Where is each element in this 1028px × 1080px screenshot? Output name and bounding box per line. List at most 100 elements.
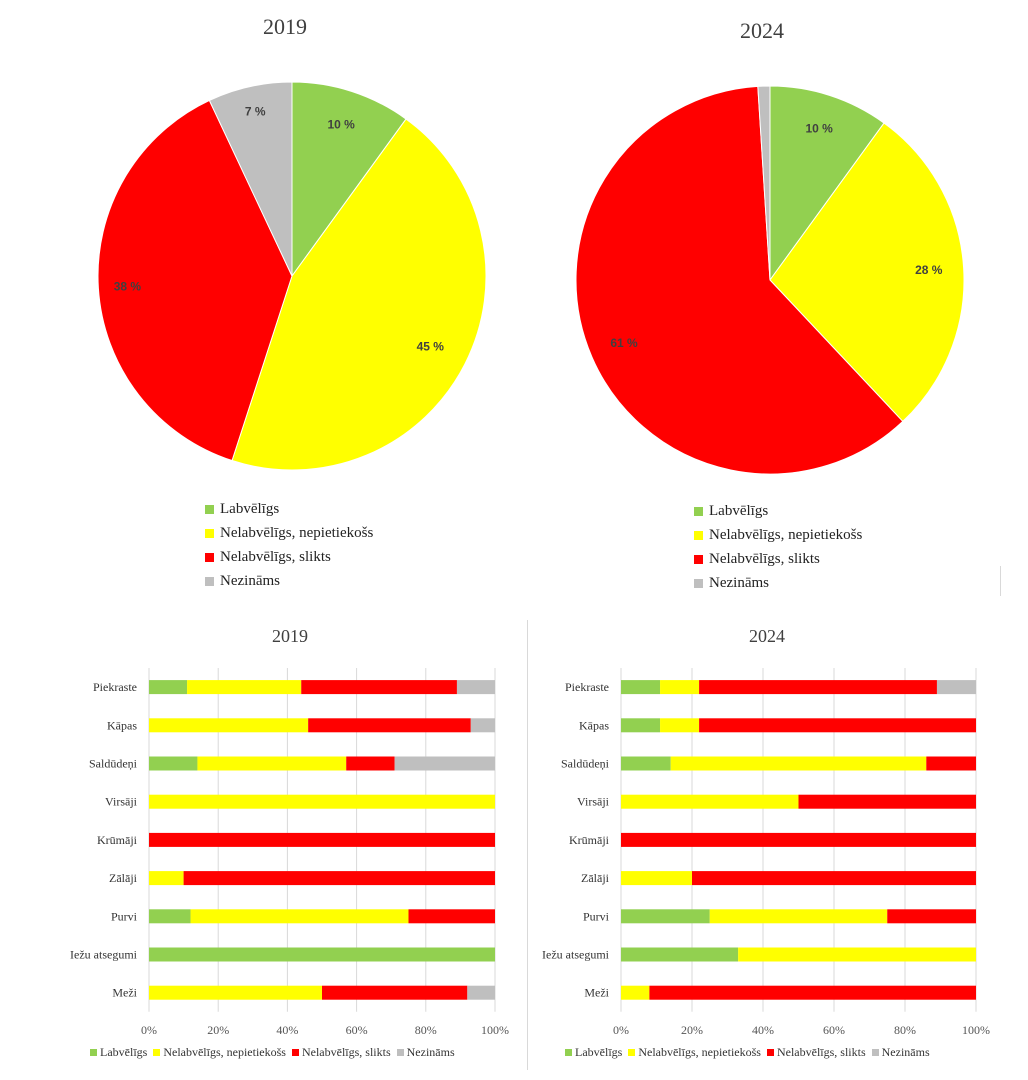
legend-item-nezinams: Nezināms: [205, 569, 373, 593]
pie-data-label-nezinams: 7 %: [245, 104, 266, 118]
legend-label: Nelabvēlīgs, slikts: [301, 1045, 391, 1059]
legend-swatch: [694, 506, 703, 516]
legend-label: Nezināms: [709, 574, 769, 591]
legend-label: Nelabvēlīgs, nepietiekošs: [220, 524, 374, 541]
pie-2024-legend: Labvēlīgs Nelabvēlīgs, nepietiekošs Nelabv…: [694, 499, 862, 595]
category-label-saldudeni: Saldūdeņi: [561, 757, 610, 771]
pie-chart-2024: 10 %28 %61 %1 %: [575, 85, 965, 475]
bar-segment-saldudeni-nelabveligs-slikts: [346, 756, 395, 771]
x-tick-label: 20%: [207, 1023, 229, 1037]
pie-data-label-labveligs: 10 %: [327, 118, 355, 132]
bar-legend-item-nezinams: Nezināms: [396, 1045, 455, 1060]
bar-segment-piekraste-nelabveligs-slikts: [699, 680, 937, 695]
category-label-virsaji: Virsāji: [577, 795, 610, 809]
bar-segment-mezi-nezinams: [467, 985, 495, 1000]
bar-segment-kapas-nezinams: [470, 718, 495, 733]
bar-chart-2024: 0% 20% 40% 60% 80% 100% Piekraste Kāpas Saldūdeņ…: [542, 668, 990, 1037]
bar-segment-zalaji-nelabveligs-nepietiekoss: [149, 871, 184, 886]
legend-swatch: [694, 530, 703, 540]
pie-slice-nezinams: [208, 81, 293, 277]
pie-data-label-nelabveligs-nepietiekoss: 28 %: [915, 263, 943, 277]
x-tick-label: 40%: [276, 1023, 298, 1037]
x-tick-label: 60%: [823, 1023, 845, 1037]
legend-item-nelabveligs-slikts: Nelabvēlīgs, slikts: [205, 545, 373, 569]
bar-segment-mezi-nelabveligs-slikts: [322, 985, 468, 1000]
legend-swatch: [694, 578, 703, 588]
bar-segment-zalaji-nelabveligs-slikts: [692, 871, 976, 886]
legend-label: Nezināms: [220, 572, 280, 589]
bar-segment-saldudeni-nelabveligs-nepietiekoss: [197, 756, 347, 771]
bar-segment-mezi-nelabveligs-slikts: [649, 985, 976, 1000]
legend-label: Nelabvēlīgs, slikts: [776, 1045, 866, 1059]
category-label-krumaji: Krūmāji: [569, 833, 610, 847]
x-tick-label: 20%: [681, 1023, 703, 1037]
bar-segment-kapas-nelabveligs-slikts: [699, 718, 976, 733]
bar-2019-legend: Labvēlīgs Nelabvēlīgs, nepietiekošs Nelabv…: [90, 1045, 461, 1060]
legend-item-labveligs: Labvēlīgs: [205, 497, 373, 521]
bar-segment-iezu-atsegumi-labveligs: [621, 947, 739, 962]
category-label-zalaji: Zālāji: [109, 871, 138, 885]
legend-item-nezinams: Nezināms: [694, 571, 862, 595]
bar-segment-saldudeni-nezinams: [394, 756, 495, 771]
legend-swatch: [153, 1049, 161, 1056]
bar-segment-piekraste-nezinams: [936, 680, 976, 695]
bar-legend-item-nelabveligs-slikts: Nelabvēlīgs, slikts: [766, 1045, 866, 1060]
bar-segment-piekraste-nelabveligs-nepietiekoss: [660, 680, 700, 695]
legend-item-nelabveligs-slikts: Nelabvēlīgs, slikts: [694, 547, 862, 571]
legend-swatch: [565, 1049, 572, 1056]
bar-segment-purvi-nelabveligs-slikts: [408, 909, 495, 924]
bar-segment-mezi-nelabveligs-nepietiekoss: [149, 985, 322, 1000]
legend-label: Labvēlīgs: [220, 500, 280, 517]
category-label-zalaji: Zālāji: [581, 871, 610, 885]
legend-swatch: [205, 528, 214, 538]
legend-label: Nelabvēlīgs, slikts: [709, 550, 820, 567]
bar-segment-virsaji-nelabveligs-nepietiekoss: [621, 794, 799, 809]
bar-2024-legend: Labvēlīgs Nelabvēlīgs, nepietiekošs Nelabv…: [565, 1045, 936, 1060]
bar-legend-item-labveligs: Labvēlīgs: [90, 1045, 147, 1060]
bar-segment-purvi-labveligs: [621, 909, 710, 924]
legend-swatch: [694, 554, 703, 564]
legend-swatch: [205, 504, 214, 514]
category-label-mezi: Meži: [584, 986, 609, 1000]
pie-slice-labveligs: [291, 81, 407, 278]
bar-segment-piekraste-nelabveligs-nepietiekoss: [187, 680, 302, 695]
category-label-iezu-atsegumi: Iežu atsegumi: [70, 948, 138, 962]
bar-2019-title: 2019: [272, 626, 308, 646]
bar-legend-item-nelabveligs-nepietiekoss: Nelabvēlīgs, nepietiekošs: [153, 1045, 286, 1060]
x-tick-label: 0%: [613, 1023, 629, 1037]
category-label-kapas: Kāpas: [579, 718, 609, 732]
category-label-piekraste: Piekraste: [565, 680, 609, 694]
legend-label: Nelabvēlīgs, slikts: [220, 548, 331, 565]
bar-legend-item-nelabveligs-slikts: Nelabvēlīgs, slikts: [291, 1045, 391, 1060]
pie-slice-nezinams: [757, 85, 771, 281]
bar-segment-mezi-nelabveligs-nepietiekoss: [621, 985, 650, 1000]
x-tick-label: 80%: [894, 1023, 916, 1037]
legend-swatch: [766, 1049, 774, 1056]
bar-segment-piekraste-nelabveligs-slikts: [301, 680, 457, 695]
bar-segment-saldudeni-nelabveligs-nepietiekoss: [670, 756, 927, 771]
bar-legend-item-nezinams: Nezināms: [871, 1045, 930, 1060]
x-tick-label: 0%: [141, 1023, 157, 1037]
pie-slice-labveligs: [769, 85, 885, 282]
category-label-iezu-atsegumi: Iežu atsegumi: [542, 948, 610, 962]
category-label-mezi: Meži: [112, 986, 137, 1000]
bar-segment-saldudeni-labveligs: [621, 756, 671, 771]
bar-segment-zalaji-nelabveligs-nepietiekoss: [621, 871, 692, 886]
pie-data-label-nelabveligs-slikts: 61 %: [610, 336, 638, 350]
category-label-piekraste: Piekraste: [93, 680, 137, 694]
category-label-kapas: Kāpas: [107, 718, 137, 732]
category-label-saldudeni: Saldūdeņi: [89, 757, 138, 771]
bar-segment-purvi-labveligs: [149, 909, 191, 924]
bar-charts-divider: [527, 620, 528, 1070]
x-tick-label: 100%: [481, 1023, 509, 1037]
legend-item-nelabveligs-nepietiekoss: Nelabvēlīgs, nepietiekošs: [694, 523, 862, 547]
pie-slice-nelabveligs-slikts: [575, 85, 904, 475]
legend-label: Nezināms: [881, 1045, 930, 1059]
bar-segment-purvi-nelabveligs-nepietiekoss: [709, 909, 888, 924]
legend-swatch: [205, 552, 214, 562]
bar-segment-purvi-nelabveligs-nepietiekoss: [190, 909, 409, 924]
pie-2019-legend: Labvēlīgs Nelabvēlīgs, nepietiekošs Nelabv…: [205, 497, 373, 593]
category-label-krumaji: Krūmāji: [97, 833, 138, 847]
bar-segment-krumaji-nelabveligs-slikts: [149, 832, 495, 847]
x-tick-label: 80%: [415, 1023, 437, 1037]
